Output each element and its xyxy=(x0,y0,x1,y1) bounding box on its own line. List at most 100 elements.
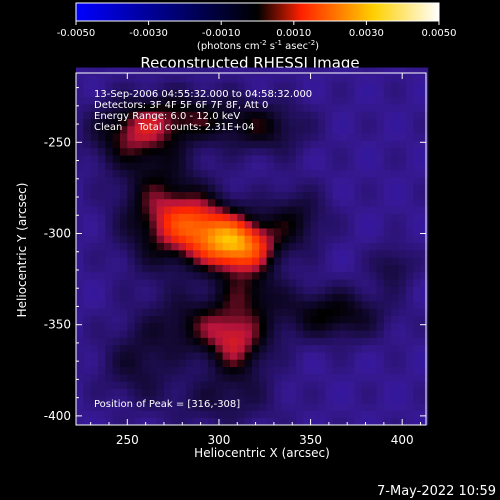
heatmap-cell xyxy=(420,388,429,397)
heatmap-cell xyxy=(325,147,333,156)
heatmap-cell xyxy=(97,308,106,316)
heatmap-cell xyxy=(295,104,304,112)
heatmap-cell xyxy=(185,300,194,309)
heatmap-cell xyxy=(76,308,84,316)
heatmap-cell xyxy=(288,89,297,98)
heatmap-cell xyxy=(90,242,99,251)
heatmap-cell xyxy=(171,315,180,324)
heatmap-cell xyxy=(288,279,297,287)
heatmap-cell xyxy=(310,271,319,280)
heatmap-cell xyxy=(361,155,370,163)
heatmap-cell xyxy=(237,381,245,389)
heatmap-cell xyxy=(134,264,143,273)
heatmap-cell xyxy=(281,388,289,397)
heatmap-cell xyxy=(163,67,172,76)
heatmap-cell xyxy=(97,198,106,207)
heatmap-cell xyxy=(369,169,377,178)
heatmap-cell xyxy=(127,74,136,83)
heatmap-cell xyxy=(185,337,194,346)
heatmap-cell xyxy=(369,104,377,112)
heatmap-cell xyxy=(76,381,84,389)
heatmap-cell xyxy=(215,111,223,119)
heatmap-cell xyxy=(413,89,421,98)
heatmap-cell xyxy=(295,191,304,200)
heatmap-cell xyxy=(207,169,216,178)
heatmap-cell xyxy=(339,147,348,156)
heatmap-cell xyxy=(119,417,128,426)
heatmap-cell xyxy=(97,213,106,222)
heatmap-cell xyxy=(251,184,260,192)
heatmap-cell xyxy=(266,271,275,280)
heatmap-cell xyxy=(229,315,238,324)
heatmap-cell xyxy=(171,242,180,251)
heatmap-cell xyxy=(347,315,355,324)
heatmap-cell xyxy=(193,249,202,258)
heatmap-cell xyxy=(303,257,311,265)
heatmap-cell xyxy=(127,344,136,353)
heatmap-cell xyxy=(134,271,143,280)
heatmap-cell xyxy=(141,381,150,389)
heatmap-cell xyxy=(413,96,421,105)
heatmap-cell xyxy=(295,249,304,258)
heatmap-cell xyxy=(105,395,114,404)
heatmap-cell xyxy=(303,300,311,309)
heatmap-cell xyxy=(105,228,114,236)
heatmap-cell xyxy=(281,206,289,214)
colorbar-tick-label: 0.0030 xyxy=(349,28,384,39)
heatmap-cell xyxy=(266,249,275,258)
heatmap-cell xyxy=(127,162,136,171)
heatmap-cell xyxy=(273,330,282,338)
heatmap-cell xyxy=(207,125,216,134)
heatmap-cell xyxy=(398,111,407,119)
heatmap-cell xyxy=(303,184,311,192)
heatmap-cell xyxy=(251,162,260,171)
heatmap-cell xyxy=(244,366,253,375)
heatmap-cell xyxy=(97,366,106,375)
heatmap-cell xyxy=(76,191,84,200)
heatmap-cell xyxy=(222,82,231,90)
heatmap-cell xyxy=(185,155,194,163)
heatmap-cell xyxy=(273,228,282,236)
heatmap-cell xyxy=(405,359,414,368)
heatmap-cell xyxy=(281,403,289,411)
heatmap-cell xyxy=(141,249,150,258)
colorbar-tick-label: -0.0050 xyxy=(57,28,96,39)
heatmap-cell xyxy=(171,366,180,375)
heatmap-cell xyxy=(354,155,363,163)
heatmap-cell xyxy=(310,133,319,141)
heatmap-cell xyxy=(361,191,370,200)
heatmap-cell xyxy=(119,249,128,258)
heatmap-cell xyxy=(200,417,209,426)
heatmap-cell xyxy=(83,220,92,229)
heatmap-cell xyxy=(295,417,304,426)
heatmap-cell xyxy=(339,118,348,127)
heatmap-cell xyxy=(185,352,194,360)
heatmap-cell xyxy=(339,67,348,76)
heatmap-cell xyxy=(325,220,333,229)
heatmap-cell xyxy=(405,162,414,171)
heatmap-cell xyxy=(171,89,180,98)
heatmap-cell xyxy=(141,235,150,244)
heatmap-cell xyxy=(207,89,216,98)
heatmap-cell xyxy=(281,359,289,368)
heatmap-cell xyxy=(222,155,231,163)
heatmap-cell xyxy=(127,147,136,156)
heatmap-cell xyxy=(149,235,158,244)
heatmap-cell xyxy=(281,330,289,338)
heatmap-cell xyxy=(97,286,106,295)
heatmap-cell xyxy=(215,322,223,331)
heatmap-cell xyxy=(281,198,289,207)
heatmap-cell xyxy=(391,315,399,324)
heatmap-cell xyxy=(229,279,238,287)
heatmap-cell xyxy=(193,111,202,119)
heatmap-cell xyxy=(369,388,377,397)
heatmap-cell xyxy=(310,74,319,83)
heatmap-cell xyxy=(178,366,187,375)
heatmap-cell xyxy=(361,257,370,265)
heatmap-cell xyxy=(288,352,297,360)
heatmap-cell xyxy=(339,373,348,382)
heatmap-cell xyxy=(383,293,392,302)
heatmap-cell xyxy=(376,395,385,404)
heatmap-cell xyxy=(288,388,297,397)
heatmap-cell xyxy=(207,235,216,244)
